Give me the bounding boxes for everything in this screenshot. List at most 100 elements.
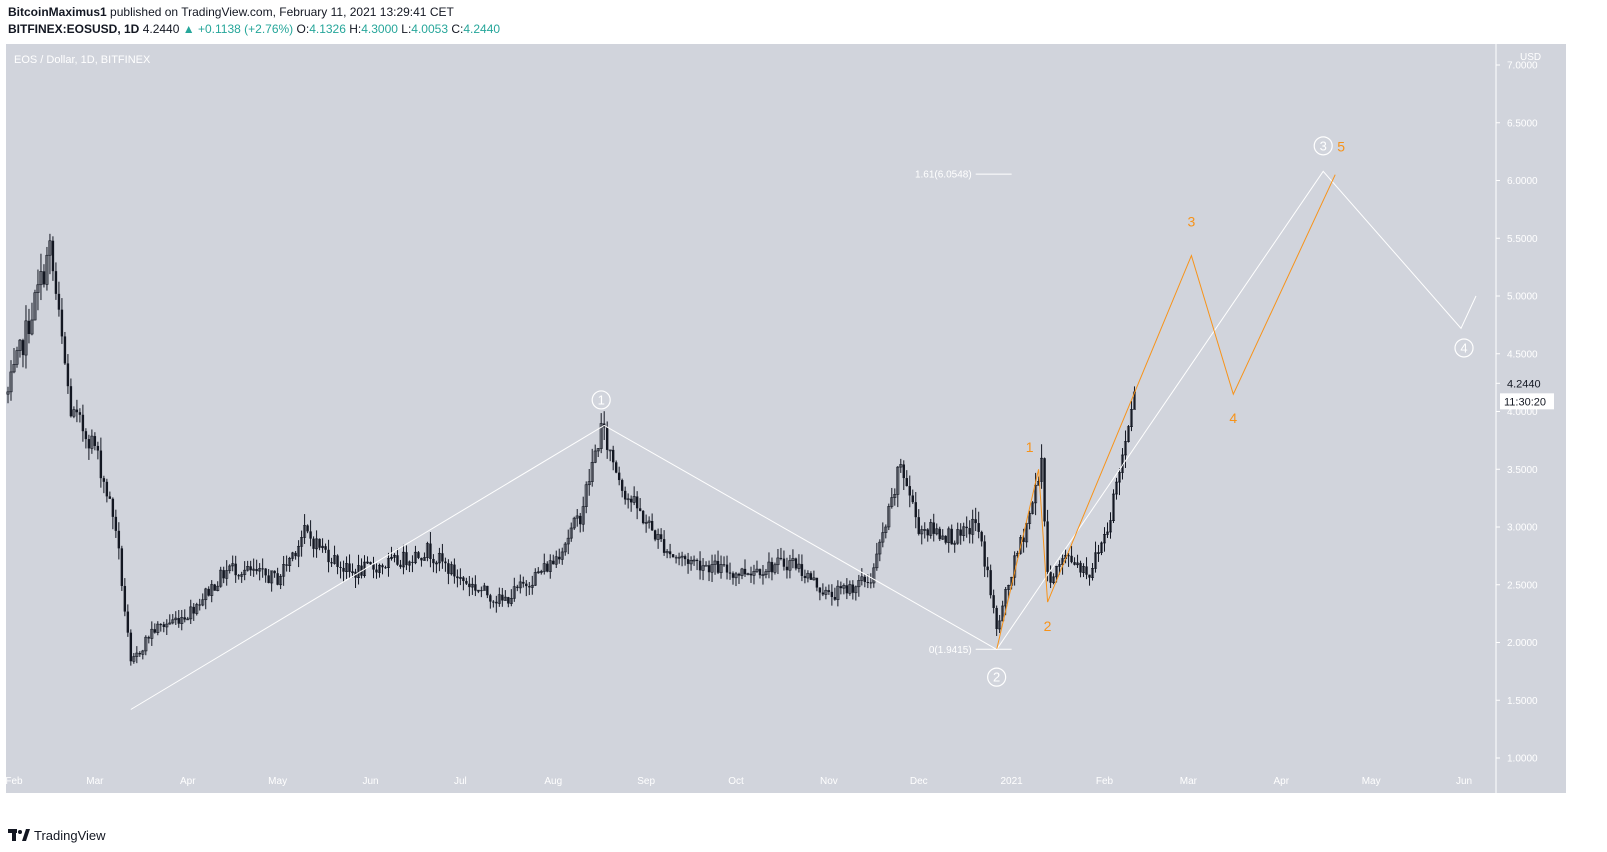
candle-body-up bbox=[1007, 584, 1011, 590]
candle-body-down bbox=[84, 431, 88, 440]
candle-body-up bbox=[216, 585, 220, 592]
candle-body-up bbox=[1091, 568, 1095, 578]
candle-body-up bbox=[252, 568, 256, 571]
candle-body-down bbox=[1070, 555, 1073, 563]
publisher-name[interactable]: BitcoinMaximus1 bbox=[8, 5, 107, 19]
candle-body-down bbox=[411, 561, 414, 563]
candle-body-down bbox=[1046, 521, 1049, 572]
candle-body-down bbox=[617, 472, 621, 481]
candle-body-down bbox=[318, 538, 321, 548]
white-wave-label: 4 bbox=[1460, 340, 1467, 355]
candle-body-up bbox=[560, 551, 564, 560]
candle-body-up bbox=[72, 409, 76, 417]
white-wave-label: 3 bbox=[1320, 138, 1327, 153]
candle-body-down bbox=[501, 594, 504, 601]
candle-body-up bbox=[141, 650, 145, 655]
symbol-label[interactable]: BITFINEX:EOSUSD, 1D bbox=[8, 22, 140, 36]
candle-body-down bbox=[851, 584, 855, 593]
candle-body-up bbox=[150, 628, 154, 639]
candle-body-down bbox=[830, 591, 834, 598]
candle-body-down bbox=[809, 573, 813, 580]
candle-body-down bbox=[507, 597, 510, 604]
tradingview-brand[interactable]: TradingView bbox=[34, 828, 106, 843]
candle-body-up bbox=[1094, 552, 1098, 569]
candle-body-up bbox=[186, 618, 190, 621]
candle-body-down bbox=[959, 529, 962, 536]
last-price-label: 4.2440 bbox=[1507, 378, 1541, 390]
candle-body-down bbox=[977, 523, 980, 532]
candle-body-up bbox=[279, 575, 283, 586]
candle-body-down bbox=[722, 564, 726, 566]
candle-body-up bbox=[773, 564, 777, 573]
candle-body-down bbox=[944, 535, 947, 543]
time-tick-label: Mar bbox=[1180, 776, 1198, 787]
orange-wave-label: 3 bbox=[1187, 214, 1195, 230]
candle-body-down bbox=[372, 564, 375, 570]
candle-body-down bbox=[716, 560, 720, 573]
orange-wave-label: 1 bbox=[1026, 439, 1034, 455]
chart-title: EOS / Dollar, 1D, BITFINEX bbox=[14, 54, 151, 66]
time-tick-label: May bbox=[268, 776, 287, 787]
candle-body-down bbox=[93, 436, 97, 446]
candle-body-up bbox=[842, 585, 846, 589]
candle-body-up bbox=[303, 525, 307, 538]
candle-body-up bbox=[626, 498, 630, 501]
candle-body-down bbox=[492, 601, 495, 603]
candle-body-up bbox=[12, 364, 16, 373]
candle-body-up bbox=[48, 240, 52, 256]
candle-body-down bbox=[629, 498, 633, 503]
candle-body-down bbox=[342, 567, 345, 572]
candle-body-up bbox=[884, 526, 888, 533]
candle-body-down bbox=[1049, 571, 1052, 583]
candle-body-up bbox=[300, 537, 304, 547]
candle-body-up bbox=[875, 553, 879, 569]
candle-body-up bbox=[848, 584, 852, 594]
candle-body-up bbox=[539, 571, 543, 573]
candle-body-down bbox=[456, 576, 459, 579]
candle-body-down bbox=[668, 551, 672, 555]
candle-body-down bbox=[782, 558, 786, 567]
candle-body-down bbox=[78, 412, 82, 415]
candle-body-up bbox=[437, 552, 441, 564]
tradingview-logo-icon[interactable] bbox=[8, 827, 30, 843]
candle-body-up bbox=[929, 522, 933, 536]
candle-body-down bbox=[695, 559, 699, 561]
chart-area[interactable]: EOS / Dollar, 1D, BITFINEX USD 1.0000 1.5… bbox=[0, 44, 1607, 818]
candle-body-up bbox=[632, 496, 636, 503]
candle-body-down bbox=[785, 566, 789, 571]
time-tick-label: Oct bbox=[728, 776, 744, 787]
candle-body-down bbox=[375, 569, 378, 573]
candle-body-up bbox=[392, 554, 396, 558]
candle-body-up bbox=[788, 560, 792, 571]
candle-body-up bbox=[797, 563, 801, 569]
candle-body-down bbox=[462, 577, 465, 582]
candle-body-up bbox=[860, 576, 864, 581]
price-tick-label: 3.0000 bbox=[1507, 523, 1538, 534]
candle-body-down bbox=[728, 572, 732, 574]
candle-body-down bbox=[522, 581, 525, 584]
candle-body-up bbox=[569, 527, 573, 539]
candle-body-up bbox=[458, 577, 462, 579]
candle-body-down bbox=[980, 531, 983, 542]
candle-body-up bbox=[291, 552, 295, 559]
candle-body-down bbox=[698, 560, 702, 571]
candle-body-up bbox=[413, 551, 417, 564]
price-chart[interactable]: EOS / Dollar, 1D, BITFINEX USD 1.0000 1.5… bbox=[0, 44, 1607, 818]
time-tick-label: Nov bbox=[820, 776, 838, 787]
candle-body-down bbox=[21, 340, 25, 356]
candle-body-down bbox=[63, 336, 67, 364]
candle-body-down bbox=[273, 570, 276, 574]
candle-body-up bbox=[947, 528, 951, 544]
candle-body-up bbox=[584, 484, 588, 507]
candle-body-up bbox=[1106, 531, 1110, 535]
candle-body-down bbox=[453, 564, 456, 577]
candle-body-up bbox=[228, 565, 232, 571]
candle-body-up bbox=[857, 580, 861, 588]
time-tick-label: Sep bbox=[637, 776, 655, 787]
candle-body-up bbox=[1001, 605, 1005, 622]
candle-body-up bbox=[90, 435, 94, 449]
candle-body-up bbox=[1126, 426, 1130, 442]
candle-body-up bbox=[548, 560, 552, 572]
candle-body-down bbox=[222, 570, 225, 579]
candle-body-up bbox=[33, 292, 37, 321]
